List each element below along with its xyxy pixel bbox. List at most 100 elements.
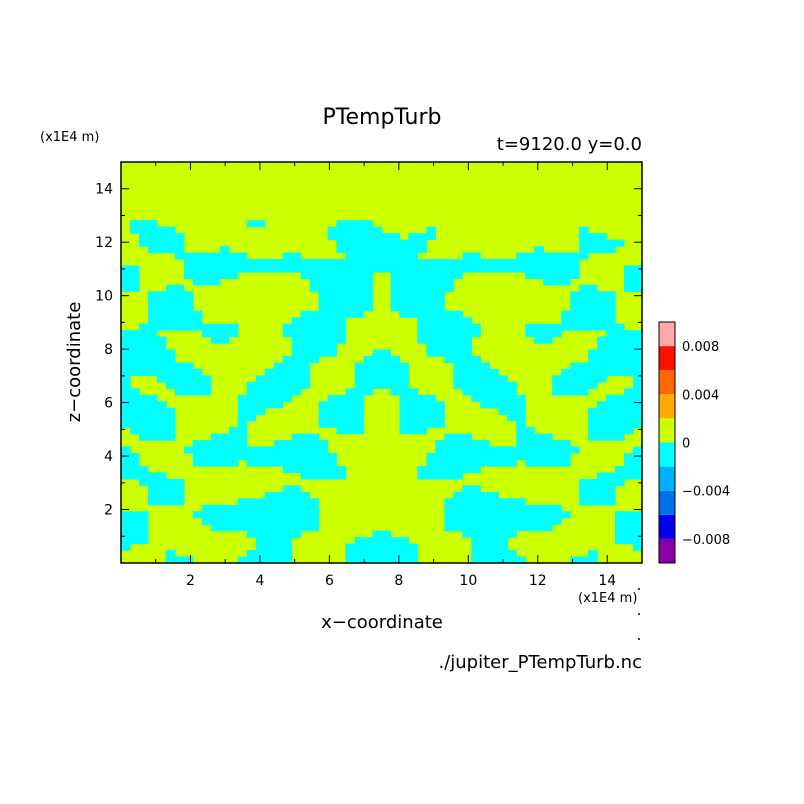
field-cell — [309, 459, 320, 467]
field-cell — [165, 226, 176, 234]
field-cell — [444, 259, 454, 267]
field-cell — [489, 511, 499, 519]
field-cell — [408, 401, 419, 409]
field-cell — [381, 556, 392, 563]
field-cell — [174, 304, 185, 312]
field-cell — [147, 226, 158, 234]
field-cell — [471, 330, 481, 338]
field-cell — [444, 453, 454, 461]
field-cell — [246, 556, 257, 563]
field-cell — [300, 511, 311, 519]
field-cell — [363, 550, 374, 558]
field-cell — [291, 368, 302, 377]
field-cell — [453, 440, 463, 448]
field-cell — [390, 297, 401, 305]
field-cell — [381, 349, 392, 357]
field-cell — [264, 530, 275, 538]
field-cell — [345, 226, 356, 234]
field-cell — [309, 310, 320, 318]
field-cell — [435, 440, 445, 448]
field-cell — [417, 472, 428, 480]
field-cell — [165, 310, 176, 318]
field-cell — [543, 278, 553, 286]
field-cell — [192, 440, 203, 448]
field-cell — [588, 323, 598, 331]
field-cell — [246, 517, 257, 525]
field-cell — [237, 427, 248, 435]
field-cell — [363, 220, 374, 228]
field-cell — [597, 323, 607, 331]
field-cell — [507, 453, 517, 461]
field-cell — [588, 356, 598, 364]
field-cell — [138, 401, 149, 409]
field-cell — [606, 246, 616, 254]
field-cell — [273, 498, 284, 506]
field-cell — [552, 453, 562, 461]
field-cell — [201, 252, 212, 260]
field-cell — [201, 278, 212, 286]
field-cell — [525, 259, 535, 267]
field-cell — [300, 271, 311, 280]
field-cell — [534, 504, 544, 512]
field-cell — [309, 356, 320, 364]
field-cell — [174, 310, 185, 318]
field-cell — [121, 543, 131, 551]
field-cell — [309, 472, 320, 480]
field-cell — [381, 252, 392, 260]
field-cell — [282, 330, 293, 338]
field-cell — [624, 278, 634, 286]
field-cell — [273, 453, 284, 461]
field-cell — [615, 530, 625, 538]
field-cell — [147, 304, 158, 312]
field-cell — [156, 472, 167, 480]
field-cell — [435, 265, 445, 273]
field-cell — [534, 259, 544, 267]
field-cell — [336, 265, 347, 273]
field-cell — [426, 465, 436, 474]
field-cell — [129, 388, 140, 396]
field-cell — [165, 233, 176, 241]
field-cell — [453, 375, 463, 383]
field-cell — [435, 310, 445, 318]
field-cell — [318, 297, 329, 305]
field-cell — [282, 394, 293, 402]
field-cell — [264, 550, 275, 558]
field-cell — [309, 343, 320, 351]
field-cell — [282, 498, 293, 506]
field-cell — [300, 504, 311, 512]
field-cell — [606, 498, 616, 506]
field-cell — [615, 336, 625, 344]
field-cell — [165, 317, 176, 325]
field-cell — [417, 330, 428, 338]
field-cell — [336, 465, 347, 474]
field-cell — [129, 368, 140, 377]
field-cell — [201, 323, 212, 331]
field-cell — [318, 343, 329, 351]
field-cell — [399, 550, 410, 558]
field-cell — [156, 246, 167, 254]
field-cell — [327, 349, 338, 357]
field-cell — [543, 252, 553, 260]
colorbar-swatch — [659, 442, 675, 467]
field-cell — [282, 524, 293, 532]
colorbar-swatch — [659, 322, 675, 347]
field-cell — [327, 330, 338, 338]
field-cell — [318, 291, 329, 299]
field-cell — [435, 330, 445, 338]
field-cell — [255, 407, 266, 415]
field-cell — [633, 459, 642, 467]
field-cell — [624, 511, 634, 519]
field-cell — [462, 453, 472, 461]
field-cell — [543, 433, 553, 441]
field-cell — [570, 362, 580, 370]
field-cell — [246, 459, 257, 467]
field-cell — [282, 556, 293, 563]
field-cell — [408, 414, 419, 422]
field-cell — [363, 252, 374, 260]
field-cell — [237, 440, 248, 448]
field-cell — [561, 310, 571, 318]
field-cell — [480, 550, 490, 558]
field-cell — [273, 530, 284, 538]
field-cell — [138, 465, 149, 474]
field-cell — [372, 381, 383, 389]
